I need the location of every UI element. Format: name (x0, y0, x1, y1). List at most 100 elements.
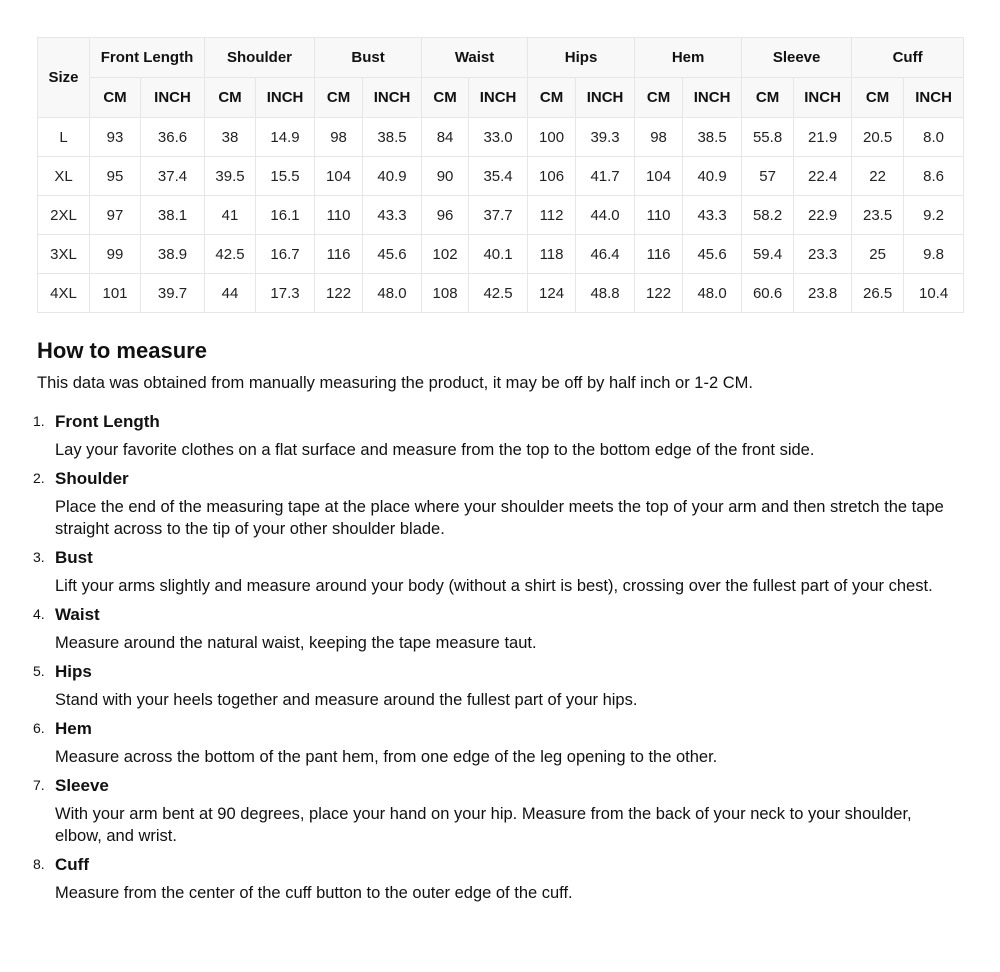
value-cell: 8.6 (903, 156, 965, 196)
item-description: With your arm bent at 90 degrees, place … (55, 805, 912, 845)
value-cell: 116 (314, 234, 364, 274)
list-item: 4. Waist Measure around the natural waist,… (0, 603, 960, 654)
item-number: 4. (33, 606, 45, 622)
unit-inch-header: INCH (139, 77, 206, 118)
value-cell: 36.6 (139, 117, 206, 157)
value-cell: 99 (89, 234, 141, 274)
item-number: 2. (33, 470, 45, 486)
value-cell: 37.7 (468, 195, 529, 235)
value-cell: 93 (89, 117, 141, 157)
value-cell: 26.5 (851, 273, 905, 313)
group-header: Hips (527, 37, 636, 78)
value-cell: 116 (634, 234, 684, 274)
value-cell: 42.5 (468, 273, 529, 313)
value-cell: 98 (634, 117, 684, 157)
item-title: Waist (55, 605, 100, 624)
value-cell: 23.3 (793, 234, 853, 274)
value-cell: 9.2 (903, 195, 965, 235)
unit-cm-header: CM (421, 77, 470, 118)
value-cell: 22.9 (793, 195, 853, 235)
size-cell: 3XL (37, 234, 90, 274)
value-cell: 20.5 (851, 117, 905, 157)
value-cell: 100 (527, 117, 577, 157)
value-cell: 84 (421, 117, 470, 157)
value-cell: 124 (527, 273, 577, 313)
value-cell: 96 (421, 195, 470, 235)
size-chart-table: Size Front Length Shoulder Bust Waist Hips He… (37, 37, 965, 313)
item-number: 7. (33, 777, 45, 793)
value-cell: 108 (421, 273, 470, 313)
value-cell: 35.4 (468, 156, 529, 196)
item-description: Measure across the bottom of the pant he… (55, 748, 718, 766)
item-description: Measure around the natural waist, keepin… (55, 634, 537, 652)
item-title: Front Length (55, 412, 160, 431)
measure-list: 1. Front Length Lay your favorite clothes … (0, 410, 960, 910)
item-description: Lay your favorite clothes on a flat surf… (55, 441, 815, 459)
value-cell: 110 (634, 195, 684, 235)
unit-inch-header: INCH (575, 77, 636, 118)
unit-inch-header: INCH (362, 77, 423, 118)
value-cell: 16.1 (255, 195, 316, 235)
value-cell: 46.4 (575, 234, 636, 274)
unit-inch-header: INCH (793, 77, 853, 118)
item-number: 1. (33, 413, 45, 429)
group-header: Cuff (851, 37, 965, 78)
table-row: 3XL 99 38.9 42.5 16.7 116 45.6 102 40.1 118 46.4 11… (37, 234, 965, 274)
value-cell: 48.8 (575, 273, 636, 313)
unit-cm-header: CM (634, 77, 684, 118)
value-cell: 122 (634, 273, 684, 313)
value-cell: 90 (421, 156, 470, 196)
value-cell: 41.7 (575, 156, 636, 196)
item-description: Stand with your heels together and measu… (55, 691, 638, 709)
unit-cm-header: CM (851, 77, 905, 118)
size-cell: XL (37, 156, 90, 196)
value-cell: 48.0 (682, 273, 743, 313)
value-cell: 44 (204, 273, 257, 313)
value-cell: 22.4 (793, 156, 853, 196)
value-cell: 45.6 (682, 234, 743, 274)
value-cell: 60.6 (741, 273, 795, 313)
item-title: Hips (55, 662, 92, 681)
value-cell: 59.4 (741, 234, 795, 274)
group-header: Waist (421, 37, 529, 78)
item-title: Cuff (55, 855, 89, 874)
value-cell: 44.0 (575, 195, 636, 235)
value-cell: 42.5 (204, 234, 257, 274)
value-cell: 40.1 (468, 234, 529, 274)
size-cell: 2XL (37, 195, 90, 235)
value-cell: 101 (89, 273, 141, 313)
value-cell: 21.9 (793, 117, 853, 157)
table-row: XL 95 37.4 39.5 15.5 104 40.9 90 35.4 106 41.7 104 4… (37, 156, 965, 196)
list-item: 7. Sleeve With your arm bent at 90 degrees… (0, 774, 960, 847)
page-title: How to measure (37, 338, 207, 363)
value-cell: 22 (851, 156, 905, 196)
unit-cm-header: CM (314, 77, 364, 118)
value-cell: 43.3 (362, 195, 423, 235)
value-cell: 41 (204, 195, 257, 235)
intro-text: This data was obtained from manually mea… (37, 374, 753, 392)
value-cell: 9.8 (903, 234, 965, 274)
value-cell: 48.0 (362, 273, 423, 313)
unit-header-row: CM INCH CM INCH CM INCH CM INCH CM INCH CM INCH CM IN… (38, 77, 965, 118)
unit-inch-header: INCH (468, 77, 529, 118)
value-cell: 38.9 (139, 234, 206, 274)
value-cell: 95 (89, 156, 141, 196)
value-cell: 38 (204, 117, 257, 157)
unit-cm-header: CM (204, 77, 257, 118)
value-cell: 110 (314, 195, 364, 235)
value-cell: 122 (314, 273, 364, 313)
value-cell: 102 (421, 234, 470, 274)
value-cell: 10.4 (903, 273, 965, 313)
value-cell: 33.0 (468, 117, 529, 157)
value-cell: 38.5 (682, 117, 743, 157)
value-cell: 118 (527, 234, 577, 274)
item-description: Lift your arms slightly and measure arou… (55, 577, 933, 595)
list-item: 2. Shoulder Place the end of the measuring… (0, 467, 960, 540)
group-header: Hem (634, 37, 743, 78)
value-cell: 45.6 (362, 234, 423, 274)
unit-cm-header: CM (89, 77, 141, 118)
list-item: 3. Bust Lift your arms slightly and measur… (0, 546, 960, 597)
item-description: Measure from the center of the cuff butt… (55, 884, 573, 902)
table-row: 4XL 101 39.7 44 17.3 122 48.0 108 42.5 124 48.8 122… (37, 273, 965, 313)
group-header-row: Size Front Length Shoulder Bust Waist Hips He… (37, 37, 965, 118)
